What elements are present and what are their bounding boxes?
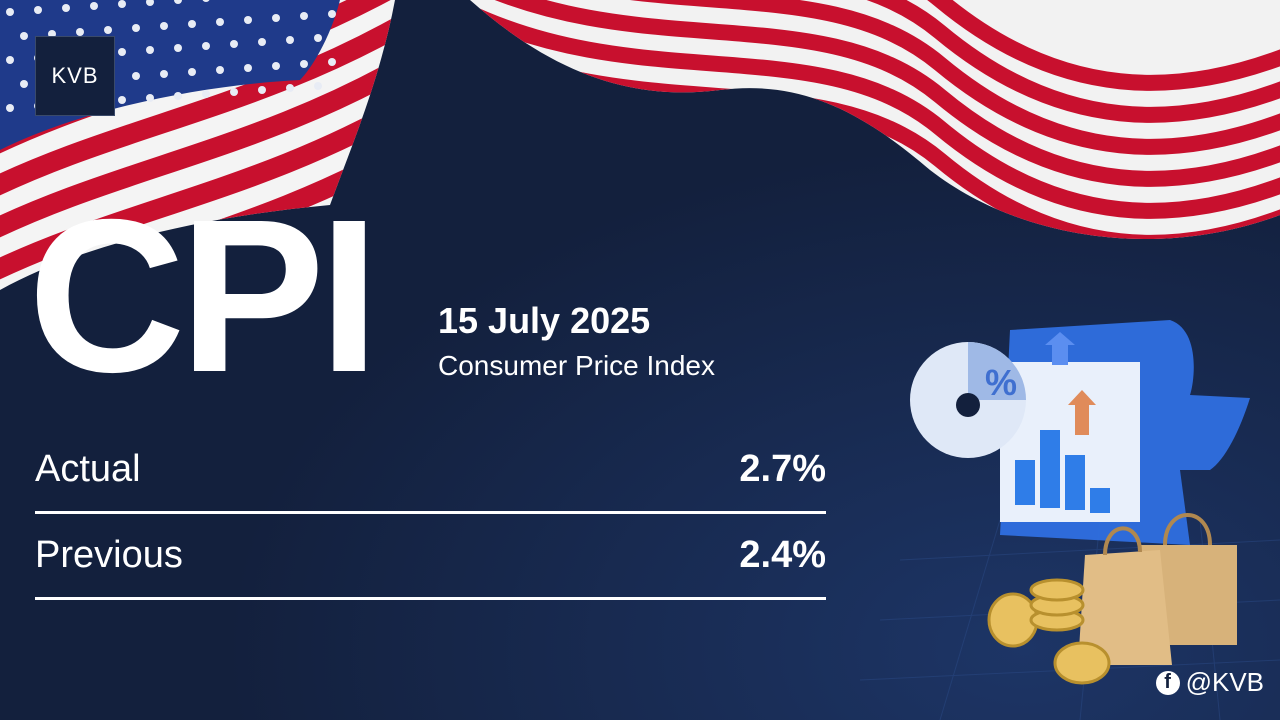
flag-part xyxy=(118,96,126,104)
flag-part xyxy=(216,18,224,26)
flag-part xyxy=(216,66,224,74)
data-row: Actual 2.7% xyxy=(35,448,826,492)
flag-part xyxy=(132,72,140,80)
flag-part xyxy=(76,28,84,36)
data-row: Previous 2.4% xyxy=(35,534,826,578)
flag-part xyxy=(286,84,294,92)
flag-part xyxy=(258,38,266,46)
flag-part xyxy=(90,2,98,10)
flag-part xyxy=(6,8,14,16)
flag-part xyxy=(146,46,154,54)
flag-part xyxy=(272,14,280,22)
flag-part xyxy=(314,82,322,90)
subtitle: Consumer Price Index xyxy=(438,350,716,381)
percent-icon: % xyxy=(985,362,1017,403)
flag-part xyxy=(230,88,238,96)
flag-part xyxy=(244,64,252,72)
flag-part xyxy=(0,89,395,287)
flag-part xyxy=(230,40,238,48)
flag-part xyxy=(202,90,210,98)
flag-part xyxy=(6,56,14,64)
flag-part xyxy=(470,0,1280,219)
headline: CPI xyxy=(28,175,379,418)
flag-part xyxy=(174,92,182,100)
flag-part xyxy=(188,20,196,28)
flag-part xyxy=(244,16,252,24)
flag-part xyxy=(314,34,322,42)
flag-part xyxy=(286,36,294,44)
row-label: Actual xyxy=(35,448,141,490)
flag-part xyxy=(146,0,154,6)
flag-part xyxy=(160,70,168,78)
flag-part xyxy=(34,6,42,14)
flag-part xyxy=(470,0,1280,91)
divider xyxy=(35,597,826,600)
flag-part xyxy=(470,0,1280,155)
flag-part xyxy=(470,0,1280,187)
flag-part xyxy=(272,62,280,70)
flag-part xyxy=(202,42,210,50)
flag-part xyxy=(118,0,126,8)
flag-part xyxy=(174,0,182,4)
flag-part xyxy=(146,94,154,102)
flag-part xyxy=(20,80,28,88)
row-value: 2.4% xyxy=(739,534,826,576)
flag-part xyxy=(0,5,395,203)
flag-part xyxy=(300,60,308,68)
flag-part xyxy=(160,22,168,30)
handle-text: @KVB xyxy=(1185,667,1264,697)
flag-part xyxy=(132,24,140,32)
flag-part xyxy=(300,12,308,20)
flag-part xyxy=(470,0,1280,123)
row-label: Previous xyxy=(35,534,183,576)
flag-part xyxy=(328,58,336,66)
flag-part xyxy=(6,104,14,112)
logo: KVB xyxy=(35,36,115,116)
flag-part xyxy=(20,32,28,40)
divider xyxy=(35,511,826,514)
illustration: % xyxy=(910,320,1250,685)
flag-part xyxy=(0,47,395,245)
flag-part xyxy=(118,48,126,56)
flag-part xyxy=(62,4,70,12)
facebook-icon: f xyxy=(1155,670,1180,695)
row-value: 2.7% xyxy=(739,448,826,490)
flag-part xyxy=(258,86,266,94)
flag-part xyxy=(104,26,112,34)
release-date: 15 July 2025 xyxy=(438,300,651,341)
social-handle: f @KVB xyxy=(1155,667,1264,698)
flag-part xyxy=(328,10,336,18)
flag-part xyxy=(188,68,196,76)
flag-part xyxy=(174,44,182,52)
